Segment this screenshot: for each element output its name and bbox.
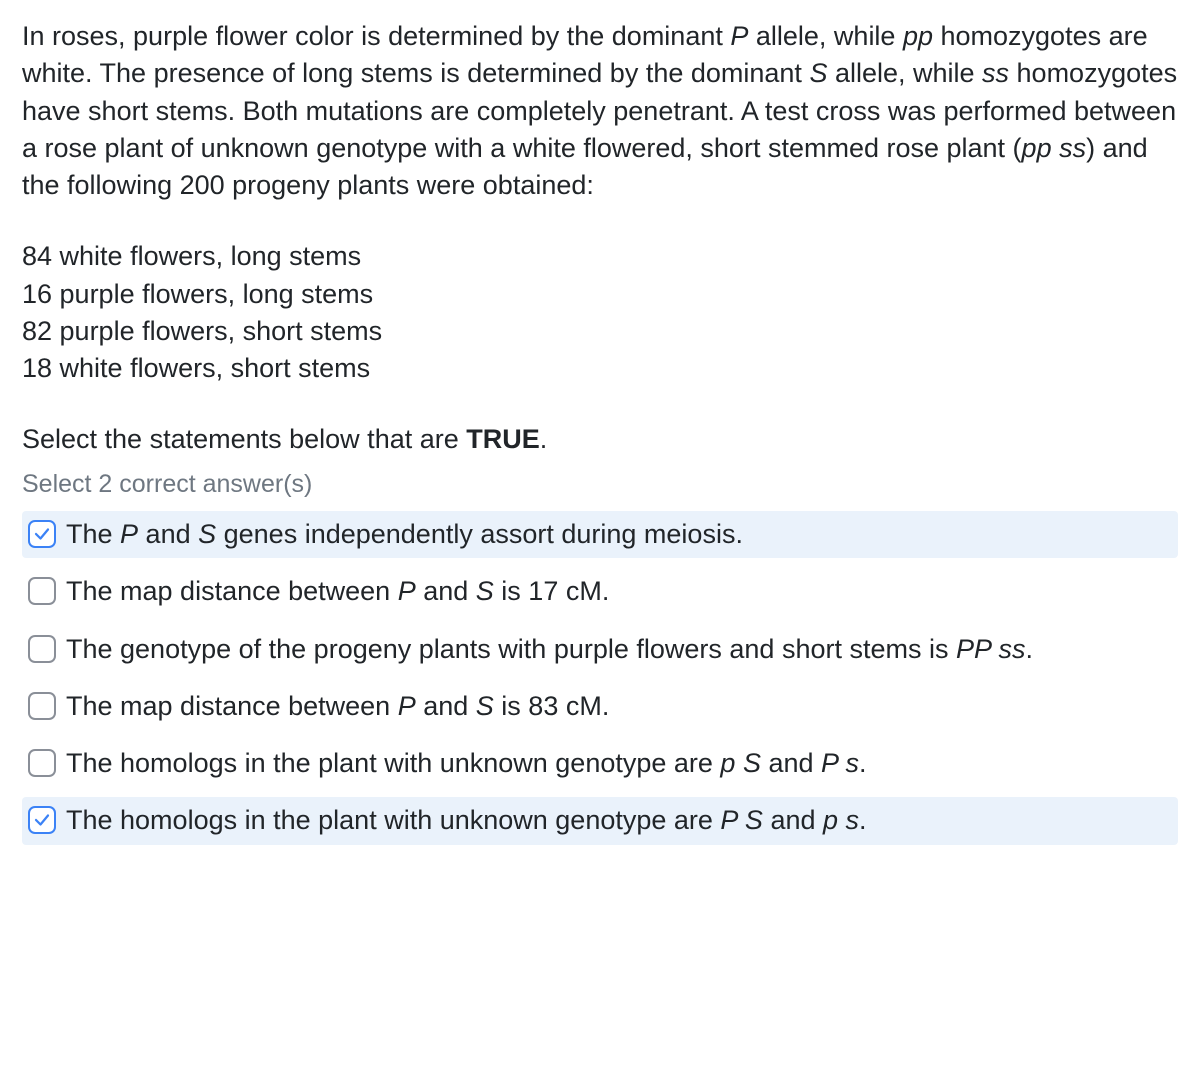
option-segment: is 17 cM. <box>494 576 610 606</box>
option-segment: The homologs in the plant with unknown g… <box>66 748 720 778</box>
option-segment: and <box>138 519 198 549</box>
option-segment: and <box>763 805 823 835</box>
option-segment: and <box>416 576 476 606</box>
option-row[interactable]: The P and S genes independently assort d… <box>22 511 1178 558</box>
checkbox[interactable] <box>28 749 56 777</box>
select-heading-prefix: Select the statements below that are <box>22 424 466 454</box>
progeny-row: 16 purple flowers, long stems <box>22 276 1178 313</box>
question-segment: pp <box>903 21 933 51</box>
progeny-row: 18 white flowers, short stems <box>22 350 1178 387</box>
option-segment: P S <box>720 805 763 835</box>
option-label: The map distance between P and S is 17 c… <box>66 573 1172 610</box>
option-segment: P <box>398 691 416 721</box>
option-row[interactable]: The homologs in the plant with unknown g… <box>22 797 1178 844</box>
option-segment: . <box>859 805 867 835</box>
checkbox[interactable] <box>28 692 56 720</box>
option-segment: p s <box>823 805 859 835</box>
select-heading-bold: TRUE <box>466 424 540 454</box>
checkmark-icon <box>33 525 51 543</box>
option-segment: The <box>66 519 120 549</box>
option-segment: The homologs in the plant with unknown g… <box>66 805 720 835</box>
option-label: The P and S genes independently assort d… <box>66 516 1172 553</box>
option-row[interactable]: The homologs in the plant with unknown g… <box>22 740 1178 787</box>
option-segment: P <box>398 576 416 606</box>
question-segment: S <box>809 58 827 88</box>
option-row[interactable]: The genotype of the progeny plants with … <box>22 626 1178 673</box>
option-segment: . <box>1026 634 1034 664</box>
option-segment: The map distance between <box>66 691 398 721</box>
option-segment: is 83 cM. <box>494 691 610 721</box>
question-segment: In roses, purple flower color is determi… <box>22 21 730 51</box>
checkmark-icon <box>33 811 51 829</box>
option-segment: PP ss <box>956 634 1026 664</box>
select-heading-suffix: . <box>540 424 548 454</box>
checkbox[interactable] <box>28 806 56 834</box>
question-text: In roses, purple flower color is determi… <box>22 18 1178 204</box>
option-segment: genes independently assort during meiosi… <box>216 519 743 549</box>
checkbox[interactable] <box>28 635 56 663</box>
option-segment: p S <box>720 748 761 778</box>
option-segment: The genotype of the progeny plants with … <box>66 634 956 664</box>
progeny-row: 82 purple flowers, short stems <box>22 313 1178 350</box>
select-subheading: Select 2 correct answer(s) <box>22 467 1178 502</box>
progeny-data-list: 84 white flowers, long stems16 purple fl… <box>22 238 1178 387</box>
option-segment: S <box>476 576 494 606</box>
question-segment: P <box>730 21 748 51</box>
option-segment: S <box>198 519 216 549</box>
option-segment: The map distance between <box>66 576 398 606</box>
question-segment: allele, while <box>827 58 982 88</box>
checkbox[interactable] <box>28 520 56 548</box>
option-row[interactable]: The map distance between P and S is 83 c… <box>22 683 1178 730</box>
option-segment: P s <box>821 748 859 778</box>
question-segment: pp ss <box>1022 133 1087 163</box>
option-row[interactable]: The map distance between P and S is 17 c… <box>22 568 1178 615</box>
checkbox[interactable] <box>28 577 56 605</box>
option-label: The homologs in the plant with unknown g… <box>66 802 1172 839</box>
select-heading: Select the statements below that are TRU… <box>22 421 1178 458</box>
question-segment: ss <box>982 58 1009 88</box>
option-segment: . <box>859 748 867 778</box>
option-label: The map distance between P and S is 83 c… <box>66 688 1172 725</box>
option-label: The homologs in the plant with unknown g… <box>66 745 1172 782</box>
option-segment: and <box>761 748 821 778</box>
option-segment: and <box>416 691 476 721</box>
option-segment: S <box>476 691 494 721</box>
progeny-row: 84 white flowers, long stems <box>22 238 1178 275</box>
option-segment: P <box>120 519 138 549</box>
option-label: The genotype of the progeny plants with … <box>66 631 1172 668</box>
question-segment: allele, while <box>748 21 903 51</box>
options-list: The P and S genes independently assort d… <box>22 511 1178 845</box>
